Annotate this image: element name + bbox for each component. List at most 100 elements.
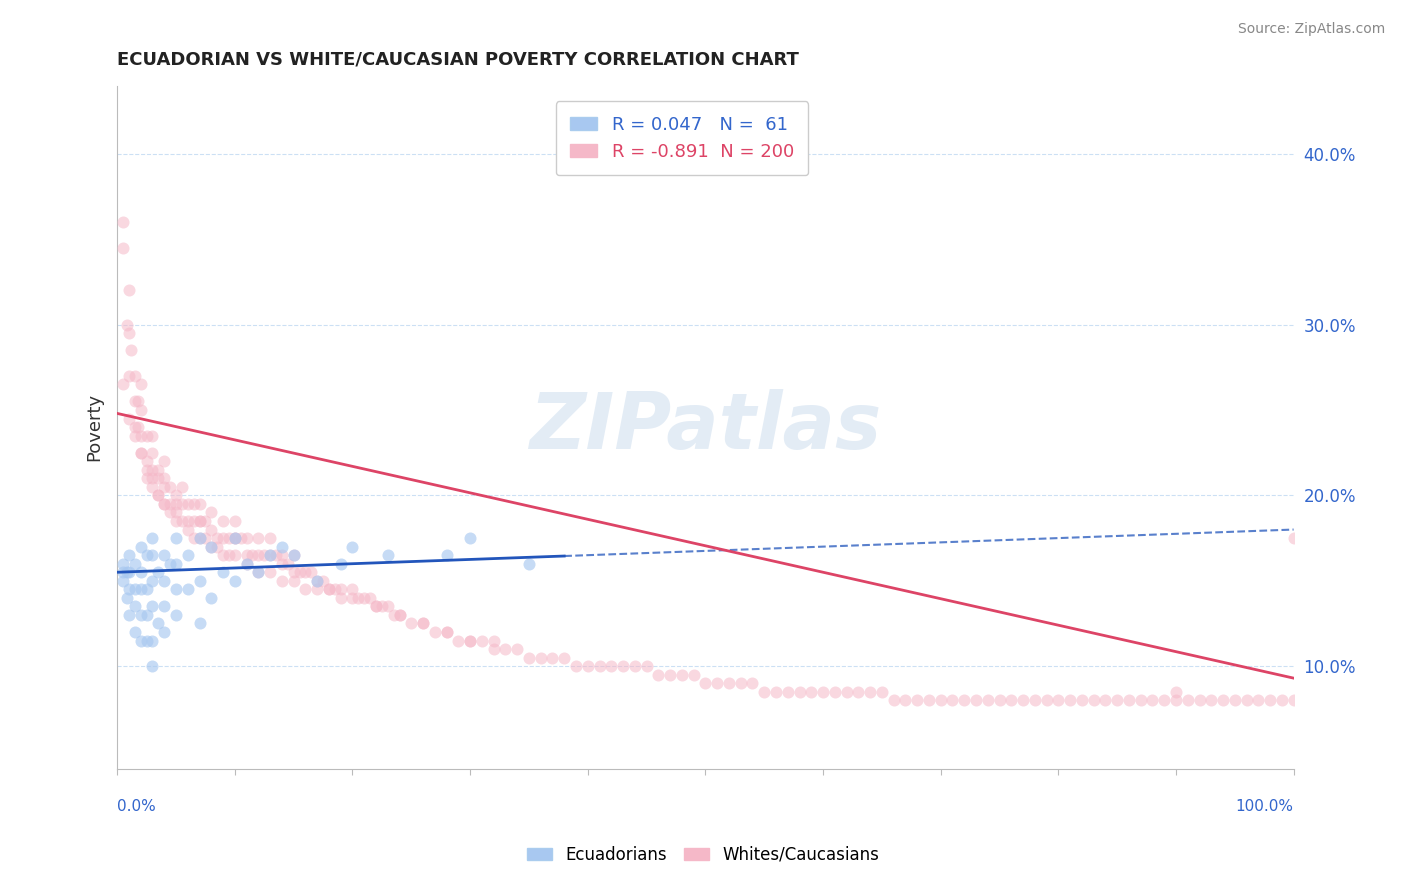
Point <box>200 523 222 537</box>
Point <box>247 531 270 545</box>
Point <box>647 667 669 681</box>
Point <box>159 557 181 571</box>
Point <box>364 599 387 614</box>
Point <box>624 659 647 673</box>
Point <box>364 599 387 614</box>
Point <box>412 616 434 631</box>
Point <box>205 540 228 554</box>
Point <box>200 540 222 554</box>
Point <box>188 497 211 511</box>
Point <box>859 685 882 699</box>
Point <box>988 693 1011 707</box>
Point <box>148 463 170 477</box>
Point <box>1142 693 1164 707</box>
Point <box>141 471 163 485</box>
Point <box>177 548 200 562</box>
Text: ZIPatlas: ZIPatlas <box>529 389 882 465</box>
Point <box>183 514 205 528</box>
Point <box>1282 531 1305 545</box>
Point <box>112 377 135 392</box>
Point <box>129 428 152 442</box>
Point <box>846 685 869 699</box>
Point <box>436 625 458 640</box>
Point <box>118 284 141 298</box>
Point <box>235 557 257 571</box>
Point <box>1282 693 1305 707</box>
Point <box>129 446 152 460</box>
Point <box>124 394 146 409</box>
Point <box>382 607 405 622</box>
Point <box>235 531 257 545</box>
Point <box>294 582 316 597</box>
Point <box>118 548 141 562</box>
Point <box>229 531 252 545</box>
Point <box>115 591 138 605</box>
Point <box>212 531 235 545</box>
Point <box>212 566 235 580</box>
Point <box>141 428 163 442</box>
Point <box>288 566 311 580</box>
Point <box>124 420 146 434</box>
Point <box>388 607 411 622</box>
Point <box>124 428 146 442</box>
Point <box>194 514 217 528</box>
Y-axis label: Poverty: Poverty <box>86 393 103 461</box>
Point <box>1223 693 1246 707</box>
Point <box>307 574 329 588</box>
Point <box>135 454 157 468</box>
Point <box>153 574 176 588</box>
Point <box>342 582 364 597</box>
Point <box>894 693 917 707</box>
Legend: R = 0.047   N =  61, R = -0.891  N = 200: R = 0.047 N = 61, R = -0.891 N = 200 <box>555 102 808 176</box>
Point <box>447 633 470 648</box>
Point <box>482 642 505 657</box>
Point <box>612 659 634 673</box>
Point <box>307 574 329 588</box>
Point <box>118 607 141 622</box>
Point <box>294 566 316 580</box>
Point <box>1153 693 1175 707</box>
Point <box>153 497 176 511</box>
Point <box>953 693 976 707</box>
Point <box>235 548 257 562</box>
Point <box>359 591 381 605</box>
Point <box>242 548 264 562</box>
Point <box>124 582 146 597</box>
Point <box>741 676 763 690</box>
Point <box>165 497 187 511</box>
Point <box>200 591 222 605</box>
Point <box>141 446 163 460</box>
Point <box>918 693 941 707</box>
Point <box>1164 693 1187 707</box>
Point <box>218 548 240 562</box>
Point <box>141 531 163 545</box>
Point <box>153 548 176 562</box>
Legend: Ecuadorians, Whites/Caucasians: Ecuadorians, Whites/Caucasians <box>520 839 886 871</box>
Point <box>200 506 222 520</box>
Point <box>212 548 235 562</box>
Point <box>259 548 281 562</box>
Point <box>129 403 152 417</box>
Point <box>135 471 157 485</box>
Point <box>115 566 138 580</box>
Point <box>127 394 149 409</box>
Point <box>141 463 163 477</box>
Point <box>517 650 540 665</box>
Point <box>124 368 146 383</box>
Point <box>1035 693 1057 707</box>
Point <box>588 659 610 673</box>
Point <box>471 633 494 648</box>
Text: Source: ZipAtlas.com: Source: ZipAtlas.com <box>1237 22 1385 37</box>
Point <box>129 446 152 460</box>
Point <box>342 540 364 554</box>
Point <box>188 616 211 631</box>
Point <box>159 506 181 520</box>
Point <box>458 633 481 648</box>
Point <box>1164 685 1187 699</box>
Point <box>323 582 346 597</box>
Point <box>148 471 170 485</box>
Point <box>159 497 181 511</box>
Point <box>129 582 152 597</box>
Point <box>1000 693 1022 707</box>
Point <box>115 318 138 332</box>
